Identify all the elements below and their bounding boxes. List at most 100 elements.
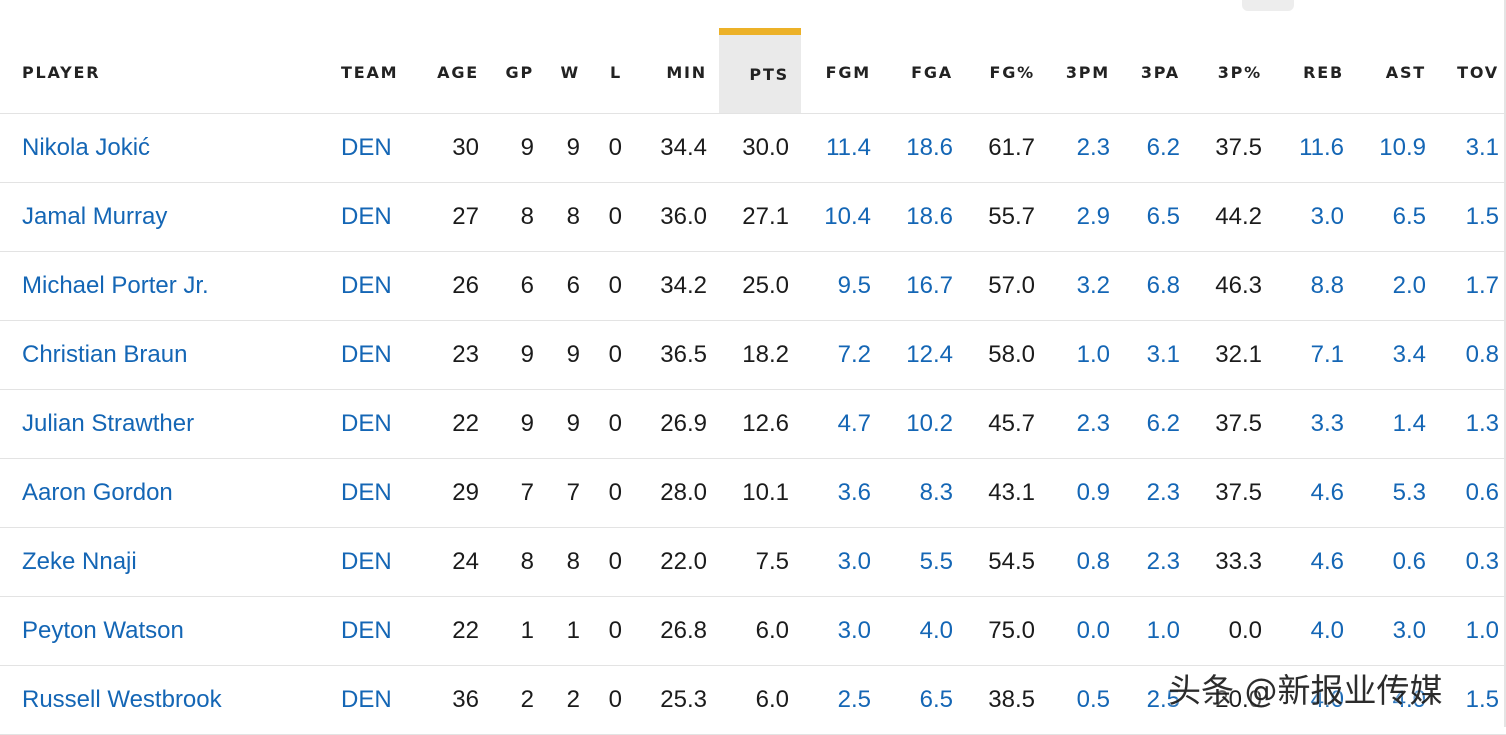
stat-link[interactable]: 3.0 [1310,203,1344,230]
stat-link[interactable]: 11.6 [1299,134,1344,161]
stat-link[interactable]: 2.3 [1146,548,1180,575]
player-link[interactable]: Christian Braun [22,341,188,368]
stat-link[interactable]: 4.0 [1392,686,1426,713]
team-link[interactable]: DEN [341,479,392,506]
stat-link[interactable]: 4.0 [1310,686,1344,713]
column-header-fga[interactable]: FGA [883,31,965,114]
stat-link[interactable]: 0.6 [1392,548,1426,575]
stat-link[interactable]: 4.6 [1310,548,1344,575]
stat-link[interactable]: 4.0 [1310,617,1344,644]
stat-link[interactable]: 18.6 [906,134,953,161]
team-link[interactable]: DEN [341,686,392,713]
stat-link[interactable]: 3.6 [837,479,871,506]
stat-link[interactable]: 4.6 [1310,479,1344,506]
stat-link[interactable]: 2.9 [1076,203,1110,230]
stat-link[interactable]: 0.6 [1465,479,1499,506]
stat-link[interactable]: 12.4 [906,341,953,368]
team-link[interactable]: DEN [341,341,392,368]
player-link[interactable]: Nikola Jokić [22,134,151,161]
stat-link[interactable]: 0.8 [1076,548,1110,575]
player-link[interactable]: Aaron Gordon [22,479,173,506]
stat-link[interactable]: 1.0 [1076,341,1110,368]
top-scrollbar[interactable] [1242,0,1294,11]
stat-link[interactable]: 10.4 [824,203,871,230]
stat-link[interactable]: 0.3 [1465,548,1499,575]
column-header-gp[interactable]: GP [491,31,546,114]
stat-link[interactable]: 2.5 [837,686,871,713]
stat-link[interactable]: 0.0 [1076,617,1110,644]
stat-link[interactable]: 4.7 [837,410,871,437]
team-link[interactable]: DEN [341,134,392,161]
stat-link[interactable]: 6.5 [919,686,953,713]
stat-link[interactable]: 2.3 [1146,479,1180,506]
stat-link[interactable]: 2.3 [1076,134,1110,161]
player-link[interactable]: Jamal Murray [22,203,168,230]
column-header-team[interactable]: TEAM [341,31,423,114]
stat-link[interactable]: 0.8 [1465,341,1499,368]
stat-link[interactable]: 3.4 [1392,341,1426,368]
stat-link[interactable]: 1.5 [1465,203,1499,230]
column-header-3pm[interactable]: 3PM [1047,31,1122,114]
cell-age: 30 [423,113,491,183]
column-header-min[interactable]: MIN [634,31,719,114]
column-header-fg-pct[interactable]: FG% [965,31,1047,114]
column-header-pts-sorted[interactable]: PTS [719,28,801,114]
stat-link[interactable]: 2.5 [1146,686,1180,713]
stat-link[interactable]: 3.1 [1465,134,1499,161]
stat-link[interactable]: 18.6 [906,203,953,230]
column-header-fgm[interactable]: FGM [801,31,883,114]
stat-link[interactable]: 3.0 [1392,617,1426,644]
stat-link[interactable]: 8.8 [1310,272,1344,299]
stat-link[interactable]: 1.5 [1465,686,1499,713]
column-header-ast[interactable]: AST [1356,31,1438,114]
stat-link[interactable]: 5.3 [1392,479,1426,506]
column-header-reb[interactable]: REB [1274,31,1356,114]
stat-link[interactable]: 3.0 [837,548,871,575]
stat-link[interactable]: 6.5 [1146,203,1180,230]
player-link[interactable]: Michael Porter Jr. [22,272,209,299]
stat-link[interactable]: 6.2 [1146,410,1180,437]
column-header-w[interactable]: W [546,31,592,114]
stat-link[interactable]: 3.1 [1146,341,1180,368]
stat-link[interactable]: 1.4 [1392,410,1426,437]
stat-link[interactable]: 7.1 [1310,341,1344,368]
stat-link[interactable]: 8.3 [919,479,953,506]
stat-link[interactable]: 9.5 [837,272,871,299]
stat-link[interactable]: 4.0 [919,617,953,644]
stat-link[interactable]: 10.2 [906,410,953,437]
stat-link[interactable]: 6.8 [1146,272,1180,299]
stat-link[interactable]: 1.3 [1465,410,1499,437]
team-link[interactable]: DEN [341,617,392,644]
column-header-3p-pct[interactable]: 3P% [1192,31,1274,114]
stat-link[interactable]: 16.7 [906,272,953,299]
stat-link[interactable]: 6.2 [1146,134,1180,161]
team-link[interactable]: DEN [341,272,392,299]
column-header-3pa[interactable]: 3PA [1122,31,1192,114]
stat-link[interactable]: 1.0 [1146,617,1180,644]
stat-link[interactable]: 1.0 [1465,617,1499,644]
stat-link[interactable]: 2.0 [1392,272,1426,299]
stat-link[interactable]: 1.7 [1465,272,1499,299]
stat-link[interactable]: 5.5 [919,548,953,575]
stat-link[interactable]: 2.3 [1076,410,1110,437]
column-header-l[interactable]: L [592,31,634,114]
stat-link[interactable]: 3.0 [837,617,871,644]
player-link[interactable]: Zeke Nnaji [22,548,137,575]
column-header-age[interactable]: AGE [423,31,491,114]
stat-link[interactable]: 3.2 [1076,272,1110,299]
team-link[interactable]: DEN [341,410,392,437]
column-header-tov[interactable]: TOV [1438,31,1506,114]
stat-link[interactable]: 3.3 [1310,410,1344,437]
team-link[interactable]: DEN [341,203,392,230]
stat-link[interactable]: 7.2 [837,341,871,368]
team-link[interactable]: DEN [341,548,392,575]
stat-link[interactable]: 11.4 [826,134,871,161]
stat-link[interactable]: 10.9 [1379,134,1426,161]
stat-link[interactable]: 0.5 [1076,686,1110,713]
player-link[interactable]: Julian Strawther [22,410,195,437]
stat-link[interactable]: 6.5 [1392,203,1426,230]
column-header-player[interactable]: PLAYER [0,31,341,114]
player-link[interactable]: Peyton Watson [22,617,184,644]
player-link[interactable]: Russell Westbrook [22,686,222,713]
stat-link[interactable]: 0.9 [1076,479,1110,506]
